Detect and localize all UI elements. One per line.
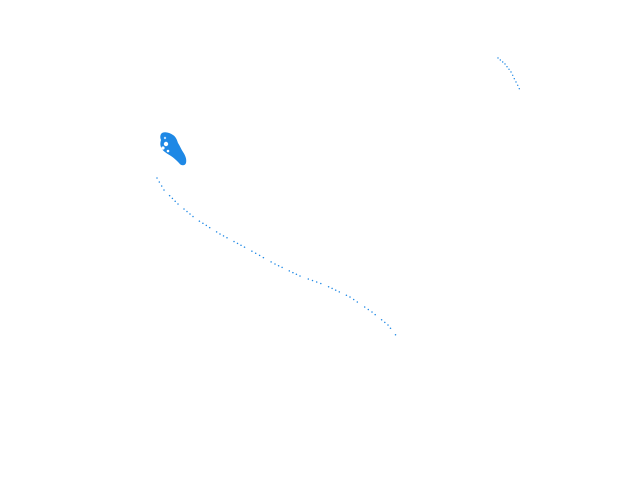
stroke-dot	[156, 177, 158, 179]
stroke-dot	[288, 270, 291, 272]
blue-blob-mark	[160, 132, 187, 166]
stroke-dot	[295, 273, 298, 276]
stroke-dot	[384, 321, 386, 324]
stroke-dot	[254, 252, 257, 255]
stroke-dot	[251, 250, 253, 252]
stroke-dot	[208, 226, 211, 229]
stroke-dot	[311, 279, 314, 282]
small-top-right-dotted-stroke	[497, 57, 520, 90]
blob-highlight	[166, 149, 170, 153]
stroke-dot	[222, 235, 225, 237]
stroke-dot	[219, 233, 221, 235]
stroke-dot	[349, 296, 351, 298]
stroke-dot	[356, 301, 359, 303]
stroke-dot	[299, 275, 301, 277]
stroke-dot	[292, 271, 294, 274]
stroke-dot	[281, 266, 283, 269]
stroke-dot	[270, 261, 272, 263]
stroke-dot	[497, 57, 499, 59]
stroke-dot	[315, 281, 318, 283]
stroke-dot	[515, 81, 517, 83]
stroke-dot	[371, 311, 373, 313]
stroke-dot	[171, 197, 174, 200]
stroke-dot	[189, 213, 191, 215]
blue-blob-shape	[160, 132, 187, 166]
stroke-dot	[183, 208, 185, 210]
stroke-dot	[518, 88, 520, 90]
stroke-dot	[363, 306, 366, 308]
stroke-dot	[387, 324, 389, 326]
stroke-dot	[499, 59, 501, 61]
stroke-dot	[168, 194, 171, 197]
stroke-dot	[504, 63, 506, 65]
stroke-dot	[233, 240, 235, 243]
stroke-dot	[202, 222, 204, 225]
stroke-dot	[215, 231, 218, 233]
stroke-dot	[513, 78, 515, 80]
stroke-dot	[502, 61, 504, 63]
blob-highlight	[161, 146, 165, 150]
stroke-dot	[192, 215, 194, 218]
stroke-dot	[307, 278, 310, 280]
stroke-dot	[274, 263, 276, 265]
blob-highlight	[163, 141, 169, 147]
stroke-dot	[338, 291, 341, 293]
stroke-dot	[374, 313, 376, 316]
stroke-dot	[380, 319, 383, 321]
stroke-dot	[262, 256, 265, 259]
stroke-dot	[158, 181, 161, 183]
stroke-dot	[258, 254, 261, 257]
stroke-dot	[510, 71, 512, 73]
stroke-dot	[177, 203, 179, 205]
stroke-dot	[236, 242, 239, 245]
stroke-dot	[160, 185, 163, 187]
stroke-dot	[198, 220, 201, 222]
stroke-dot	[327, 285, 330, 288]
stroke-dot	[240, 244, 242, 247]
stroke-dot	[174, 200, 176, 202]
stroke-dot	[331, 287, 333, 290]
stroke-dot	[226, 237, 228, 239]
stroke-dot	[243, 246, 246, 248]
stroke-dot	[345, 294, 348, 297]
stroke-dot	[389, 327, 392, 330]
stroke-dot	[508, 68, 510, 71]
stroke-dot	[277, 264, 280, 267]
stroke-dot	[512, 74, 514, 77]
stroke-dot	[506, 66, 508, 68]
stroke-dot	[517, 84, 519, 87]
stroke-dot	[394, 334, 397, 336]
stroke-dot	[205, 224, 208, 227]
stroke-dot	[352, 298, 355, 301]
long-diagonal-dotted-stroke	[156, 177, 397, 336]
stroke-dot	[334, 289, 337, 291]
blob-highlight	[163, 136, 167, 140]
stroke-dot	[320, 282, 322, 285]
stroke-dot	[163, 189, 165, 191]
stroke-dot	[367, 308, 370, 311]
stroke-dot	[186, 210, 188, 213]
